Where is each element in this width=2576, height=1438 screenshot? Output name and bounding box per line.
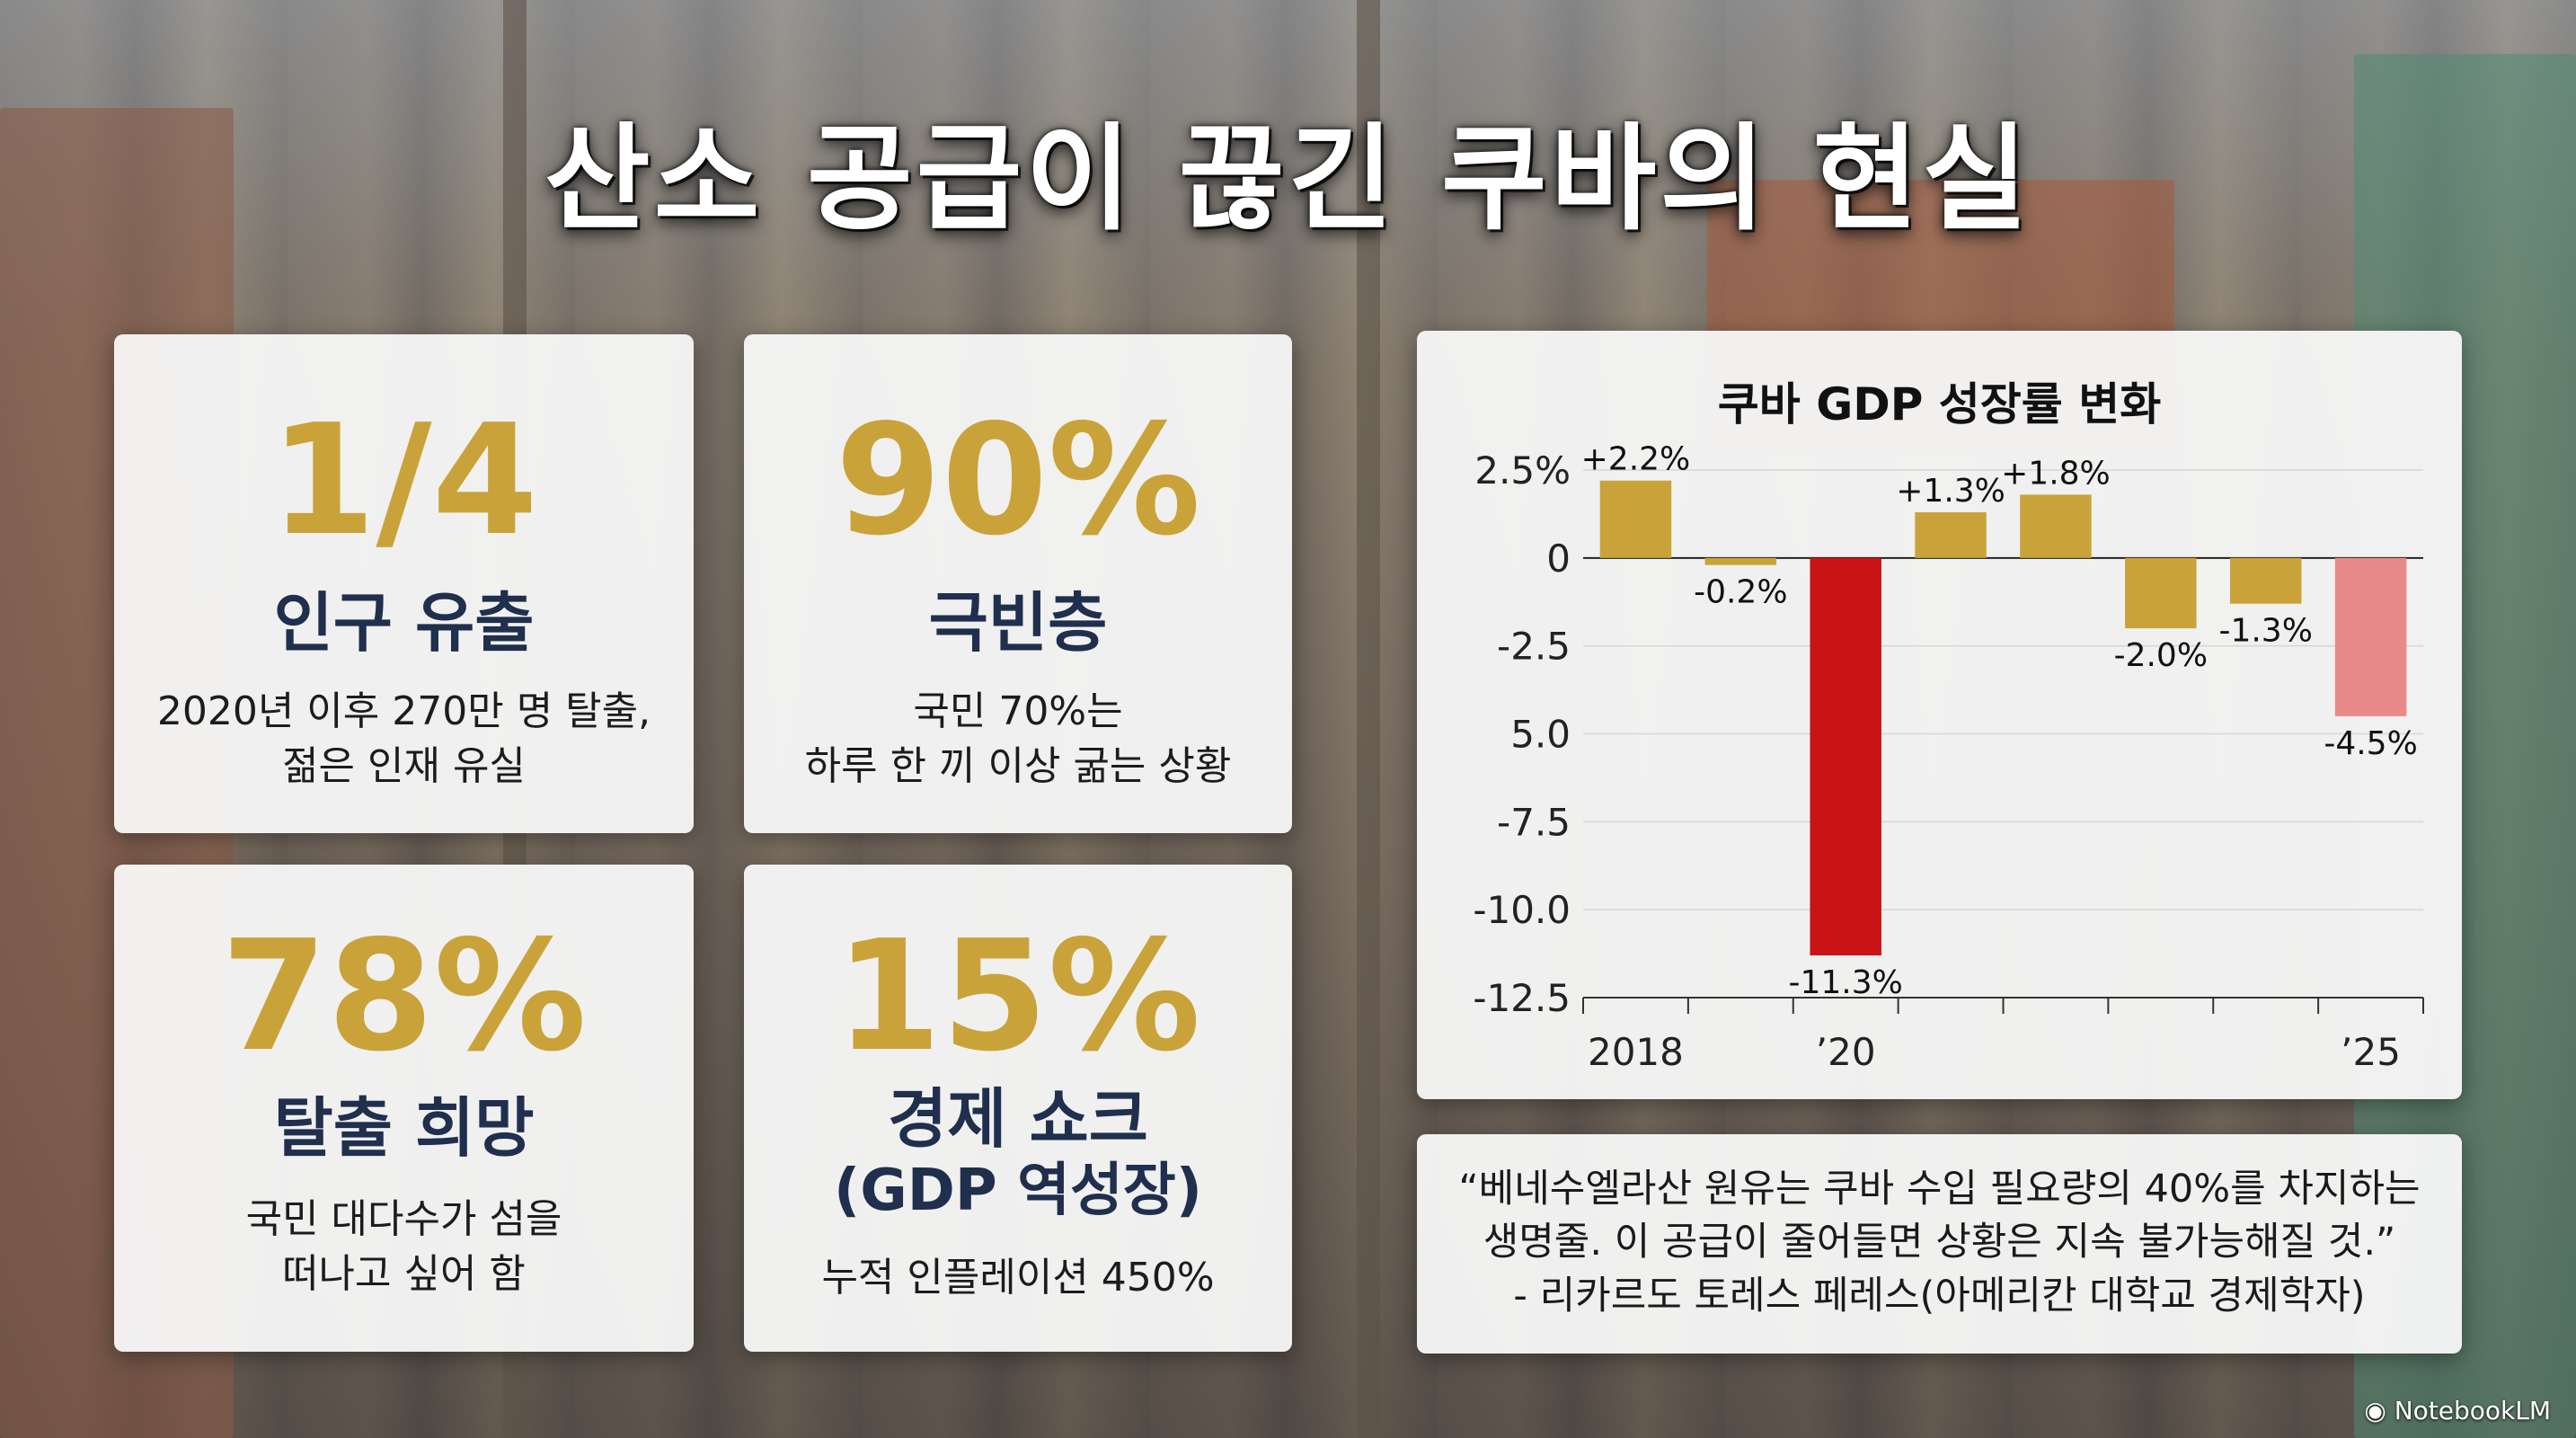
bar: [1810, 557, 1881, 956]
data-label: -11.3%: [1789, 964, 1903, 1001]
quote-card: “베네수엘라산 원유는 쿠바 수입 필요량의 40%를 차지하는 생명줄. 이 …: [1417, 1134, 2462, 1354]
stat-description-line: 젊은 인재 유실: [282, 742, 526, 789]
stat-description-line: 떠나고 싶어 함: [282, 1250, 526, 1297]
stat-card-extreme-poverty: 90% 극빈층 국민 70%는 하루 한 끼 이상 굶는 상황: [744, 334, 1292, 833]
y-tick-label: -7.5: [1497, 800, 1571, 844]
stat-card-economic-shock: 15% 경제 쇼크 (GDP 역성장) 누적 인플레이션 450%: [744, 865, 1292, 1352]
chart-title: 쿠바 GDP 성장률 변화: [1717, 378, 2162, 431]
y-tick-label: -2.5: [1497, 625, 1571, 669]
x-tick-label: 2018: [1588, 1030, 1684, 1074]
data-label: -2.0%: [2114, 637, 2208, 674]
stat-heading: 극빈층: [928, 585, 1108, 661]
stat-heading: 탈출 희망: [273, 1090, 535, 1166]
quote-line: “베네수엘라산 원유는 쿠바 수입 필요량의 40%를 차지하는: [1458, 1167, 2421, 1212]
data-label: -0.2%: [1694, 574, 1787, 611]
stat-description: 누적 인플레이션 450%: [744, 1251, 1292, 1306]
bar: [2020, 494, 2092, 558]
data-label: -1.3%: [2218, 613, 2312, 650]
y-tick-label: -10.0: [1473, 888, 1571, 932]
y-tick-label: -12.5: [1473, 976, 1571, 1020]
stat-card-emigration-hope: 78% 탈출 희망 국민 대다수가 섬을 떠나고 싶어 함: [114, 865, 694, 1352]
bar: [1599, 480, 1672, 558]
stat-card-population-outflow: 1/4 인구 유출 2020년 이후 270만 명 탈출, 젊은 인재 유실: [114, 334, 694, 833]
bar: [2229, 557, 2302, 604]
bar: [1704, 557, 1777, 565]
logo-text: NotebookLM: [2394, 1396, 2551, 1425]
y-tick-label: 5.0: [1510, 713, 1571, 757]
stat-description-line: 국민 70%는: [913, 688, 1123, 734]
background-pole: [1357, 0, 1380, 1438]
gdp-chart-card: 쿠바 GDP 성장률 변화 2.5% 0 -2.5 5.0 -7.5 -10.0 -12.5…: [1417, 331, 2462, 1099]
stat-value: 1/4: [270, 392, 538, 570]
y-tick-label: 0: [1546, 537, 1571, 581]
stat-description: 국민 대다수가 섬을 떠나고 싶어 함: [114, 1193, 694, 1301]
quote-attribution: - 리카르도 토레스 페레스(아메리칸 대학교 경제학자): [1513, 1273, 2366, 1318]
data-label: +1.8%: [2001, 455, 2111, 492]
stat-value: 90%: [835, 392, 1201, 570]
quote-line: 생명줄. 이 공급이 줄어들면 상황은 지속 불가능해질 것.”: [1483, 1220, 2396, 1265]
data-label: +2.2%: [1581, 441, 1691, 478]
data-label: -4.5%: [2324, 725, 2417, 762]
stat-heading: 경제 쇼크: [887, 1081, 1149, 1157]
bar: [2125, 557, 2197, 629]
stat-description-line: 하루 한 끼 이상 굶는 상황: [804, 742, 1232, 789]
stat-description: 국민 70%는 하루 한 끼 이상 굶는 상황: [744, 685, 1292, 794]
data-label: +1.3%: [1896, 473, 2005, 510]
bar: [1915, 511, 1987, 558]
x-tick-label: ’25: [2341, 1030, 2401, 1074]
stat-description-line: 누적 인플레이션 450%: [821, 1255, 1215, 1300]
stat-description-line: 2020년 이후 270만 명 탈출,: [156, 688, 651, 734]
notebooklm-logo: ◉ NotebookLM: [2364, 1396, 2551, 1425]
stat-description-line: 국민 대다수가 섬을: [245, 1196, 562, 1242]
stat-subheading: (GDP 역성장): [834, 1158, 1202, 1224]
logo-icon: ◉: [2364, 1396, 2395, 1425]
x-tick-label: ’20: [1816, 1030, 1876, 1074]
bar: [2334, 557, 2407, 716]
stat-description: 2020년 이후 270만 명 탈출, 젊은 인재 유실: [114, 685, 694, 794]
stat-value: 15%: [835, 908, 1201, 1086]
page-title: 산소 공급이 끊긴 쿠바의 현실: [544, 112, 2032, 246]
stat-heading: 인구 유출: [273, 585, 535, 661]
y-tick-label: 2.5%: [1474, 448, 1571, 493]
stat-value: 78%: [221, 908, 587, 1086]
gdp-bar-chart: 2.5% 0 -2.5 5.0 -7.5 -10.0 -12.5 +2.2% -0.2% -11.…: [1473, 441, 2424, 1074]
